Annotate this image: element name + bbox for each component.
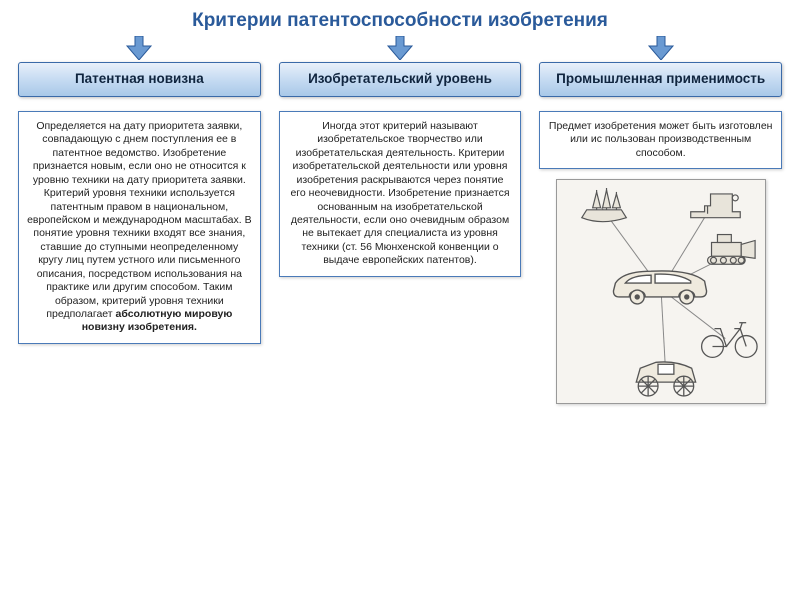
desc-novelty: Определяется на дату приоритета заявки, … (18, 111, 261, 344)
page-title: Критерии патентоспособности изобретения (0, 0, 800, 36)
desc-industrial: Предмет изобретения может быть изготовле… (539, 111, 782, 169)
column-novelty: Патентная новизна Определяется на дату п… (18, 36, 261, 404)
desc-industrial-text: Предмет изобретения может быть изготовле… (549, 120, 773, 159)
inventions-illustration (556, 179, 766, 404)
sewing-machine-icon (690, 194, 740, 218)
header-novelty: Патентная новизна (18, 62, 261, 97)
arrow-down-icon (647, 36, 675, 60)
ship-icon (581, 188, 626, 222)
car-icon (613, 271, 706, 304)
columns-container: Патентная новизна Определяется на дату п… (0, 36, 800, 404)
desc-inventive-text: Иногда этот критерий называют изобретате… (290, 120, 509, 266)
desc-inventive: Иногда этот критерий называют изобретате… (279, 111, 522, 277)
column-industrial: Промышленная применимость Предмет изобре… (539, 36, 782, 404)
carriage-icon (636, 362, 695, 396)
arrow-down-icon (386, 36, 414, 60)
desc-novelty-text: Определяется на дату приоритета заявки, … (27, 120, 252, 320)
column-inventive: Изобретательский уровень Иногда этот кри… (279, 36, 522, 404)
arrow-down-icon (125, 36, 153, 60)
header-industrial: Промышленная применимость (539, 62, 782, 97)
header-inventive: Изобретательский уровень (279, 62, 522, 97)
bulldozer-icon (707, 235, 755, 265)
bicycle-icon (701, 323, 756, 358)
